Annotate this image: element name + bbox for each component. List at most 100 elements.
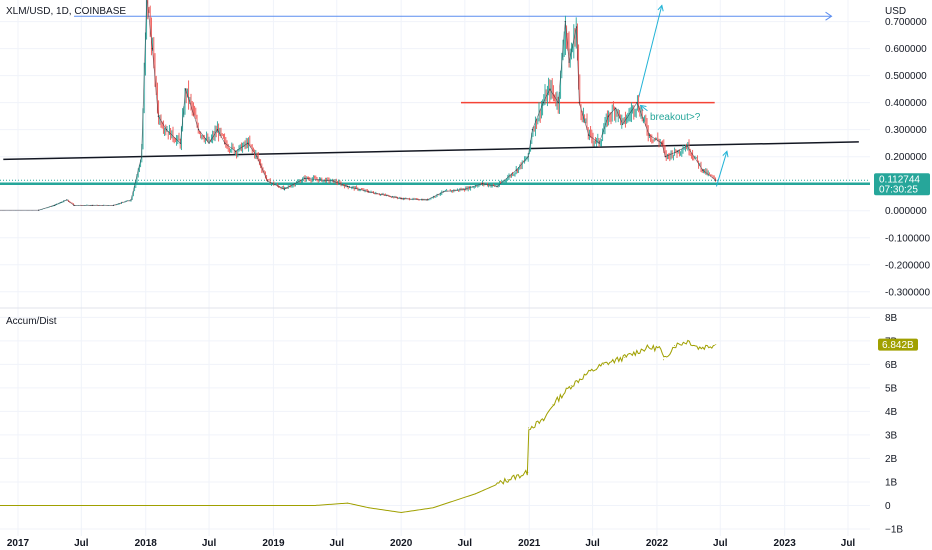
price-point xyxy=(464,188,466,190)
accum-dist-point xyxy=(687,340,689,342)
currency-label: USD xyxy=(885,6,906,17)
price-point xyxy=(648,134,650,136)
price-point xyxy=(676,150,679,152)
breakout-arrow-head xyxy=(657,4,664,12)
price-y-tick: 0.400000 xyxy=(885,98,927,109)
x-tick-label: Jul xyxy=(713,538,728,549)
price-point xyxy=(400,197,402,200)
price-point xyxy=(38,209,40,211)
accum-dist-point xyxy=(645,347,647,349)
price-annotations xyxy=(0,4,870,187)
accum-dist-point xyxy=(715,344,717,346)
price-y-tick: -0.200000 xyxy=(885,260,930,271)
price-point xyxy=(235,150,237,152)
price-y-tick: 0.700000 xyxy=(885,17,927,28)
accum-dist-point xyxy=(527,472,529,474)
bounce-arrow xyxy=(715,151,728,187)
price-point xyxy=(549,88,551,90)
last-price-value: 0.112744 xyxy=(879,174,920,185)
trendline[interactable] xyxy=(3,141,859,161)
price-point xyxy=(266,180,269,182)
grid xyxy=(0,0,870,536)
price-point xyxy=(588,134,590,136)
accum-dist-point xyxy=(602,363,604,365)
price-point xyxy=(575,26,578,28)
indicator-title: Accum/Dist xyxy=(6,316,57,327)
price-point xyxy=(368,191,370,193)
price-point xyxy=(208,142,210,144)
price-y-tick: 0.200000 xyxy=(885,152,927,163)
price-y-tick: 0.000000 xyxy=(885,206,927,217)
price-point xyxy=(481,183,483,185)
price-point xyxy=(247,142,249,144)
x-tick-label: 2019 xyxy=(262,538,285,549)
accum-dist-point xyxy=(347,502,349,504)
price-point xyxy=(130,199,132,201)
price-point xyxy=(332,180,334,182)
ad-y-tick: 0 xyxy=(885,501,891,512)
x-tick-label: Jul xyxy=(841,538,856,549)
accum-dist-point xyxy=(586,373,588,375)
bar-countdown: 07:30:25 xyxy=(879,184,918,195)
x-tick-label: 2020 xyxy=(390,538,413,549)
bounce-arrow-head xyxy=(722,150,729,158)
breakout-arrow xyxy=(638,5,663,98)
price-point xyxy=(179,142,181,144)
x-tick-label: 2022 xyxy=(646,538,669,549)
x-tick-label: 2017 xyxy=(7,538,30,549)
price-point xyxy=(531,129,533,131)
price-point xyxy=(157,115,159,117)
ad-y-tick: 2B xyxy=(885,454,898,465)
time-axis: 2017 Jul 2018 Jul 2019 Jul 2020 Jul 2021 Jul 2022 J… xyxy=(7,538,856,549)
price-point xyxy=(636,102,638,104)
price-point xyxy=(515,169,517,171)
accum-dist-point xyxy=(314,504,316,506)
accum-dist-point xyxy=(624,356,626,358)
price-point xyxy=(73,204,75,206)
price-point xyxy=(607,115,609,117)
price-point xyxy=(426,199,428,201)
price-point xyxy=(256,156,258,158)
chart-title: XLM/USD, 1D, COINBASE xyxy=(6,6,126,17)
x-tick-label: Jul xyxy=(202,538,217,549)
accum-dist-point xyxy=(432,507,434,509)
price-point xyxy=(661,142,663,144)
price-point xyxy=(197,129,200,131)
accum-dist-point xyxy=(698,347,700,349)
ad-y-tick: 4B xyxy=(885,407,898,418)
price-pane: 0.700000 0.600000 0.500000 0.400000 0.300000… xyxy=(0,0,930,298)
ad-y-tick: 5B xyxy=(885,383,898,394)
x-tick-label: Jul xyxy=(585,538,600,549)
price-y-tick: 0.300000 xyxy=(885,125,927,136)
price-y-tick: -0.300000 xyxy=(885,287,930,298)
accum-dist-point xyxy=(542,420,544,422)
price-series xyxy=(0,0,717,211)
price-point xyxy=(165,129,167,131)
price-point xyxy=(347,185,349,188)
price-point xyxy=(686,145,688,147)
ad-last-value-badge: 6.842B xyxy=(878,338,918,351)
price-point xyxy=(216,129,219,131)
accum-dist-point xyxy=(659,347,661,349)
accum-dist-point xyxy=(507,479,509,481)
price-point xyxy=(557,102,559,104)
ad-y-tick: 1B xyxy=(885,477,898,488)
price-y-axis: 0.700000 0.600000 0.500000 0.400000 0.300000… xyxy=(885,17,930,298)
x-tick-label: Jul xyxy=(458,538,473,549)
breakout-pointer xyxy=(640,104,648,112)
price-point xyxy=(151,48,153,50)
x-tick-label: 2021 xyxy=(518,538,541,549)
accum-dist-point xyxy=(368,507,370,509)
ad-y-tick: 3B xyxy=(885,430,898,441)
ad-last-value-badge-bg xyxy=(878,338,918,351)
price-point xyxy=(615,107,617,109)
price-point xyxy=(578,102,580,104)
price-point xyxy=(442,191,445,193)
price-point xyxy=(622,123,624,125)
price-point xyxy=(112,204,115,206)
price-point xyxy=(568,61,570,63)
breakout-annotation: breakout>? xyxy=(650,112,701,123)
price-point xyxy=(185,88,187,90)
price-y-tick: 0.500000 xyxy=(885,71,927,82)
